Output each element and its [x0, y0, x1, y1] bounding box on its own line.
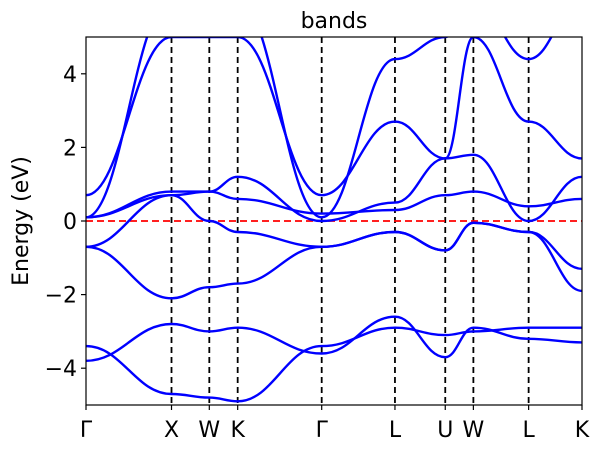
x-tick-label: L [522, 418, 535, 443]
y-axis-ticks: −4 −2 0 2 4 [45, 63, 86, 382]
y-tick-label: 2 [63, 136, 77, 161]
band-line [86, 315, 582, 362]
x-tick-label: K [575, 418, 590, 443]
band-lines [86, 37, 582, 403]
y-tick-label: −2 [45, 284, 77, 309]
band-line [86, 153, 582, 223]
y-tick-label: 4 [63, 63, 77, 88]
band-line [86, 37, 553, 219]
y-tick-label: −4 [45, 357, 77, 382]
x-tick-label: W [198, 418, 220, 443]
y-tick-label: 0 [63, 210, 77, 235]
x-tick-label: W [462, 418, 484, 443]
chart-title: bands [301, 9, 368, 34]
y-axis-label: Energy (eV) [9, 156, 34, 286]
x-tick-label: L [389, 418, 402, 443]
x-tick-label: U [437, 418, 453, 443]
band-line [86, 190, 582, 219]
x-tick-label: Γ [80, 418, 93, 443]
x-tick-label: Γ [316, 418, 329, 443]
band-line [86, 193, 582, 270]
x-tick-label: X [164, 418, 179, 443]
x-tick-label: K [230, 418, 245, 443]
